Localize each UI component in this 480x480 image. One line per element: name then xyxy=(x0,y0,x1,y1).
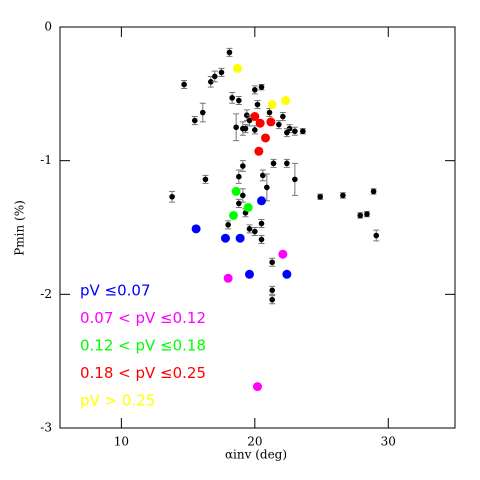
legend-label: 0.18 < pV ≤0.25 xyxy=(80,364,206,382)
y-tick-label: -1 xyxy=(40,153,52,167)
data-point xyxy=(202,176,209,183)
data-point xyxy=(252,127,258,133)
data-point xyxy=(211,73,218,80)
data-point xyxy=(223,273,233,283)
data-point xyxy=(292,128,298,135)
data-point xyxy=(181,81,187,88)
data-point xyxy=(267,100,277,110)
data-point xyxy=(284,129,290,136)
data-point xyxy=(264,184,270,191)
data-point xyxy=(281,96,291,106)
data-point xyxy=(266,117,276,127)
data-point xyxy=(317,193,324,200)
data-point xyxy=(258,84,265,90)
data-point xyxy=(218,69,225,76)
data-point xyxy=(280,113,286,120)
data-point xyxy=(226,49,233,56)
x-tick-label: 20 xyxy=(247,435,262,449)
data-point xyxy=(252,87,258,93)
data-point xyxy=(269,259,275,266)
data-point xyxy=(261,133,271,143)
data-point xyxy=(252,228,258,235)
legend-label: pV > 0.25 xyxy=(80,392,155,410)
legend-label: 0.12 < pV ≤0.18 xyxy=(80,337,206,355)
data-point xyxy=(254,146,264,156)
data-point xyxy=(231,186,241,196)
data-point xyxy=(257,196,267,206)
data-point xyxy=(233,124,239,131)
data-point xyxy=(191,117,198,124)
y-axis-label: Pmin (%) xyxy=(13,200,27,256)
data-point xyxy=(240,192,246,199)
data-point xyxy=(255,118,265,128)
y-tick-label: -3 xyxy=(40,421,52,435)
data-point xyxy=(243,202,253,212)
data-point xyxy=(242,125,249,132)
data-point xyxy=(258,236,265,243)
x-tick-label: 10 xyxy=(114,435,129,449)
x-axis-label: αinv (deg) xyxy=(225,448,287,462)
y-tick-label: 0 xyxy=(44,20,52,34)
data-point xyxy=(199,109,206,116)
data-point xyxy=(370,188,377,195)
data-point xyxy=(207,79,214,85)
data-point xyxy=(300,128,306,135)
data-point xyxy=(240,163,246,169)
data-point xyxy=(282,269,292,279)
data-point xyxy=(236,97,242,104)
x-tick-label: 30 xyxy=(381,435,396,449)
data-point xyxy=(254,101,261,108)
data-point xyxy=(278,249,288,259)
data-point xyxy=(266,109,273,116)
data-point xyxy=(244,269,254,279)
legend-label: 0.07 < pV ≤0.12 xyxy=(80,309,206,327)
data-point xyxy=(276,121,282,128)
plot-frame xyxy=(59,26,456,429)
data-point xyxy=(269,296,275,303)
data-point xyxy=(258,220,265,227)
data-point xyxy=(340,192,346,199)
data-point xyxy=(229,95,235,101)
data-point xyxy=(246,117,253,124)
data-point xyxy=(364,211,370,217)
data-point xyxy=(225,222,231,228)
data-point xyxy=(269,287,275,294)
data-point xyxy=(250,112,260,122)
data-point xyxy=(169,193,175,200)
y-tick-label: -2 xyxy=(40,287,52,301)
data-point xyxy=(235,233,245,243)
data-point xyxy=(357,212,364,219)
data-point xyxy=(270,160,277,167)
data-point xyxy=(292,176,298,183)
data-point xyxy=(253,382,262,392)
data-point xyxy=(232,63,242,73)
data-point xyxy=(246,226,253,232)
data-point xyxy=(236,173,242,180)
data-point xyxy=(260,172,266,179)
data-point xyxy=(236,200,242,207)
data-point xyxy=(284,160,290,167)
data-point xyxy=(228,210,238,220)
data-point xyxy=(191,224,201,234)
legend-label: pV ≤0.07 xyxy=(80,282,151,300)
data-point xyxy=(220,233,230,243)
data-point xyxy=(373,232,380,239)
